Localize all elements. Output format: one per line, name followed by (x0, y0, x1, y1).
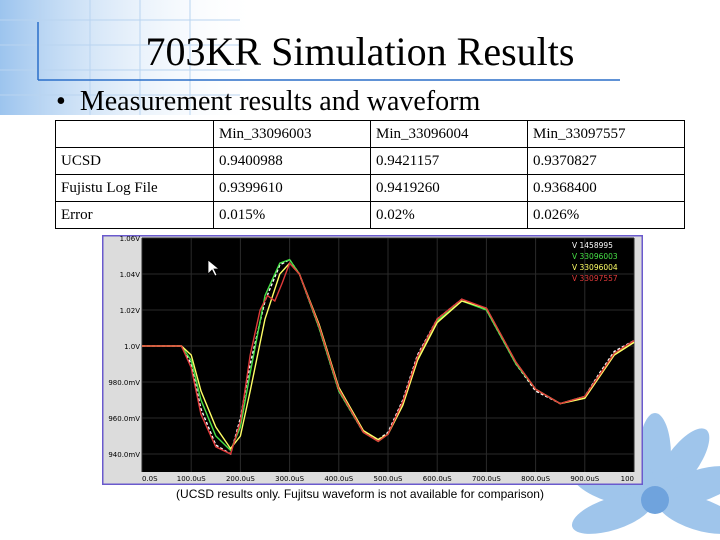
table-cell: 0.015% (213, 201, 371, 229)
results-table: Min_33096003 Min_33096004 Min_33097557 U… (55, 120, 685, 229)
chart-caption: (UCSD results only. Fujitsu waveform is … (176, 487, 544, 501)
table-cell: Error (55, 201, 214, 229)
x-tick-label: 800.0uS (521, 475, 550, 483)
x-tick-label: 200.0uS (226, 475, 255, 483)
x-tick-label: 900.0uS (570, 475, 599, 483)
mouse-cursor-icon (207, 259, 221, 277)
y-tick-label: 1.04V (120, 271, 141, 279)
chart-legend: V 1458995 V 33096003 V 33096004 V 33097557 (572, 241, 618, 283)
x-tick-label: 100.0uS (177, 475, 206, 483)
legend-entry: V 1458995 (572, 241, 613, 250)
legend-entry: V 33097557 (572, 274, 618, 283)
grid-decoration (0, 0, 240, 115)
table-cell: 0.9421157 (370, 147, 528, 175)
x-tick-label: 300.0uS (275, 475, 304, 483)
series-line (142, 261, 635, 455)
chart-grid (141, 237, 635, 472)
table-header-cell (55, 120, 214, 148)
y-tick-label: 960.0mV (108, 415, 140, 423)
table-cell: 0.9419260 (370, 174, 528, 202)
top-left-decoration (0, 0, 260, 115)
legend-entry: V 33096004 (572, 263, 618, 272)
x-tick-label: 400.0uS (324, 475, 353, 483)
x-tick-label: 0.0S (142, 475, 158, 483)
legend-entry: V 33096003 (572, 252, 618, 261)
x-tick-label: 700.0uS (472, 475, 501, 483)
x-tick-label: 500.0uS (374, 475, 403, 483)
series-line (142, 258, 635, 456)
table-row: UCSD 0.9400988 0.9421157 0.9370827 (55, 147, 685, 175)
waveform-chart: 1.06V 1.04V 1.02V 1.0V 980.0mV 960.0mV 940.0mV… (102, 235, 643, 485)
x-axis-ticks: 0.0S 100.0uS 200.0uS 300.0uS 400.0uS 500.0uS 6… (142, 475, 634, 483)
table-cell: 0.9370827 (527, 147, 685, 175)
bullet-text: Measurement results and waveform (79, 86, 481, 117)
y-axis-ticks: 1.06V 1.04V 1.02V 1.0V 980.0mV 960.0mV 940.0mV (108, 235, 140, 459)
table-cell: 0.026% (527, 201, 685, 229)
table-cell: 0.9400988 (213, 147, 371, 175)
table-header-row: Min_33096003 Min_33096004 Min_33097557 (55, 120, 685, 148)
y-tick-label: 1.06V (120, 235, 141, 243)
x-tick-label: 600.0uS (423, 475, 452, 483)
table-cell: 0.02% (370, 201, 528, 229)
y-tick-label: 1.02V (120, 307, 141, 315)
chart-series (142, 258, 635, 456)
slide-title: 703KR Simulation Results (145, 29, 575, 74)
table-header-cell: Min_33097557 (527, 120, 685, 148)
table-header-cell: Min_33096003 (213, 120, 371, 148)
table-cell: 0.9368400 (527, 174, 685, 202)
table-cell: UCSD (55, 147, 214, 175)
table-row: Error 0.015% 0.02% 0.026% (55, 201, 685, 229)
table-cell: 0.9399610 (213, 174, 371, 202)
table-row: Fujistu Log File 0.9399610 0.9419260 0.9… (55, 174, 685, 202)
y-tick-label: 1.0V (124, 343, 140, 351)
y-tick-label: 940.0mV (108, 451, 140, 459)
bullet-icon: • (56, 86, 66, 117)
y-tick-label: 980.0mV (108, 379, 140, 387)
table-cell: Fujistu Log File (55, 174, 214, 202)
bullet-point: • Measurement results and waveform (56, 86, 480, 118)
table-header-cell: Min_33096004 (370, 120, 528, 148)
x-tick-label: 100 (621, 475, 634, 483)
